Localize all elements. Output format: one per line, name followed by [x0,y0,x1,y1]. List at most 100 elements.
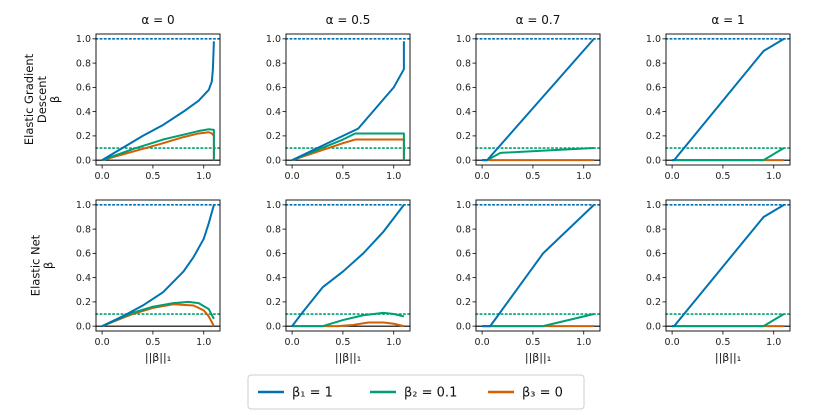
row-0-ylabel-symbol: β [48,96,62,103]
col-title-0: α = 0 [141,13,174,27]
panel-r0c3-ytick-label-1.0: 1.0 [646,34,661,45]
panel-r1c0-xtick-label-0.5: 0.5 [145,337,160,348]
panel-r1c0-ytick-label-0.0: 0.0 [76,321,91,332]
panel-r0c2-ytick-label-0.6: 0.6 [456,83,471,94]
panel-r0c2-frame [475,33,601,166]
panel-r0c1-xtick-label-0.5: 0.5 [335,171,350,182]
panel-r0c2-ytick-label-0.0: 0.0 [456,155,471,166]
panel-r1c0-ytick-label-0.2: 0.2 [76,297,91,308]
panel-r0c0-ytick-label-0.2: 0.2 [76,131,91,142]
panel-r0c3-ytick-label-0.6: 0.6 [646,83,661,94]
panel-r0c2-series-beta1-line [482,38,595,162]
panel-r1c0-series-beta1-line [101,204,215,328]
panel-r1c0-series-beta3-line [101,303,215,328]
panel-r1c0-xtick-label-1.0: 1.0 [196,337,211,348]
panel-r1c3-ytick-label-0.8: 0.8 [646,224,661,235]
legend-label-beta1: β₁ = 1 [292,386,333,401]
panel-r0c0-series-beta2-line [101,128,215,162]
panel-r0c2-ytick-label-0.2: 0.2 [456,131,471,142]
panel-r1c3-ytick-label-0.4: 0.4 [646,273,661,284]
panel-r0c2-xtick-label-0.5: 0.5 [525,171,540,182]
panel-r0c1-ytick-label-0.0: 0.0 [266,155,281,166]
panel-r0c0-ytick-label-0.0: 0.0 [76,155,91,166]
panel-r1c1-ytick-label-1.0: 1.0 [266,200,281,211]
panel-r1c0-ytick-label-0.4: 0.4 [76,273,91,284]
panel-r1c0-series-beta2-line [101,300,215,328]
panel-r0c3-ytick-label-0.8: 0.8 [646,58,661,69]
col-title-3: α = 1 [711,13,744,27]
panel-r0c0-xtick-label-1.0: 1.0 [196,171,211,182]
panel-r0c0-ytick-label-0.8: 0.8 [76,58,91,69]
panel-r1c0-ytick-label-1.0: 1.0 [76,200,91,211]
col-title-1: α = 0.5 [326,13,371,27]
panel-r1c3-frame [665,199,791,332]
panel-r1c1-series-beta2-line [292,311,405,328]
panel-r0c1-series-beta3-line [291,138,405,162]
panel-r0c2-ytick-label-1.0: 1.0 [456,34,471,45]
panel-r1c1-ytick-label-0.2: 0.2 [266,297,281,308]
panel-r1c2-xtick-label-0.0: 0.0 [475,337,490,348]
panel-r0c0-series-beta1-line [101,41,215,162]
panel-r1c1-series-beta3-line [292,321,405,328]
panel-r0c1-series-beta1-line [291,41,405,162]
panel-r0c0-ytick-label-1.0: 1.0 [76,34,91,45]
xlabel-col-2: ||β||₁ [525,351,551,364]
panel-r1c0-frame [95,199,221,332]
panel-r0c0-frame [95,33,221,166]
panel-r0c1-ytick-label-0.8: 0.8 [266,58,281,69]
row-0-label-line-0: Elastic Gradient [22,53,36,145]
panel-r1c1-ytick-label-0.8: 0.8 [266,224,281,235]
panel-r1c1-xtick-label-0.0: 0.0 [285,337,300,348]
panel-r1c0-xtick-label-0.0: 0.0 [95,337,110,348]
panel-r1c1-ytick-label-0.0: 0.0 [266,321,281,332]
panel-r1c3-series-beta2-line [672,313,785,328]
panel-r0c1-xtick-label-0.0: 0.0 [285,171,300,182]
panel-r1c2-ytick-label-0.2: 0.2 [456,297,471,308]
panel-r0c2-xtick-label-1.0: 1.0 [576,171,591,182]
legend-box [247,374,585,410]
panel-r1c1-frame [285,199,411,332]
panel-r0c1-ytick-label-0.6: 0.6 [266,83,281,94]
panel-r0c1-series-beta2-line [291,132,405,162]
panel-r1c1-ytick-label-0.4: 0.4 [266,273,281,284]
xlabel-col-3: ||β||₁ [715,351,741,364]
panel-r0c0-ytick-label-0.6: 0.6 [76,83,91,94]
panel-r0c3-frame [665,33,791,166]
panel-r0c3-ytick-label-0.2: 0.2 [646,131,661,142]
panel-r0c2-ytick-label-0.4: 0.4 [456,107,471,118]
panel-r0c3-series-beta2-line [672,147,785,162]
panel-r0c1-ytick-label-1.0: 1.0 [266,34,281,45]
panel-r1c2-frame [475,199,601,332]
panel-r1c2-xtick-label-0.5: 0.5 [525,337,540,348]
row-1-ylabel-symbol: β [42,262,56,269]
panel-r0c3-ytick-label-0.4: 0.4 [646,107,661,118]
panel-r0c1-xtick-label-1.0: 1.0 [386,171,401,182]
panel-r0c3-xtick-label-1.0: 1.0 [766,171,781,182]
panel-r0c1-ytick-label-0.4: 0.4 [266,107,281,118]
panel-r1c1-xtick-label-0.5: 0.5 [335,337,350,348]
panel-r0c3-xtick-label-0.5: 0.5 [715,171,730,182]
panel-r1c3-xtick-label-1.0: 1.0 [766,337,781,348]
panel-r1c3-series-beta1-line [672,203,785,328]
row-1-label-line-0: Elastic Net [29,234,43,296]
panel-r0c0-series-beta3-line [101,131,215,162]
panel-r1c0-ytick-label-0.8: 0.8 [76,224,91,235]
panel-r1c0-ytick-label-0.6: 0.6 [76,249,91,260]
xlabel-col-1: ||β||₁ [335,351,361,364]
panel-r1c2-series-beta2-line [482,313,595,328]
panel-r1c2-ytick-label-0.4: 0.4 [456,273,471,284]
panel-r0c3-ytick-label-0.0: 0.0 [646,155,661,166]
panel-r0c3-series-beta1-line [672,37,785,162]
panel-r0c2-series-beta2-line [482,147,594,162]
panel-r1c2-xtick-label-1.0: 1.0 [576,337,591,348]
row-0-label-line-1: Descent [35,75,49,123]
legend-label-beta2: β₂ = 0.1 [404,386,457,401]
panel-r1c3-xtick-label-0.0: 0.0 [665,337,680,348]
panel-r1c2-ytick-label-0.0: 0.0 [456,321,471,332]
panel-r1c2-ytick-label-0.6: 0.6 [456,249,471,260]
panel-r1c2-ytick-label-0.8: 0.8 [456,224,471,235]
panel-r0c0-ytick-label-0.4: 0.4 [76,107,91,118]
panel-r0c1-frame [285,33,411,166]
panel-r1c2-ytick-label-1.0: 1.0 [456,200,471,211]
